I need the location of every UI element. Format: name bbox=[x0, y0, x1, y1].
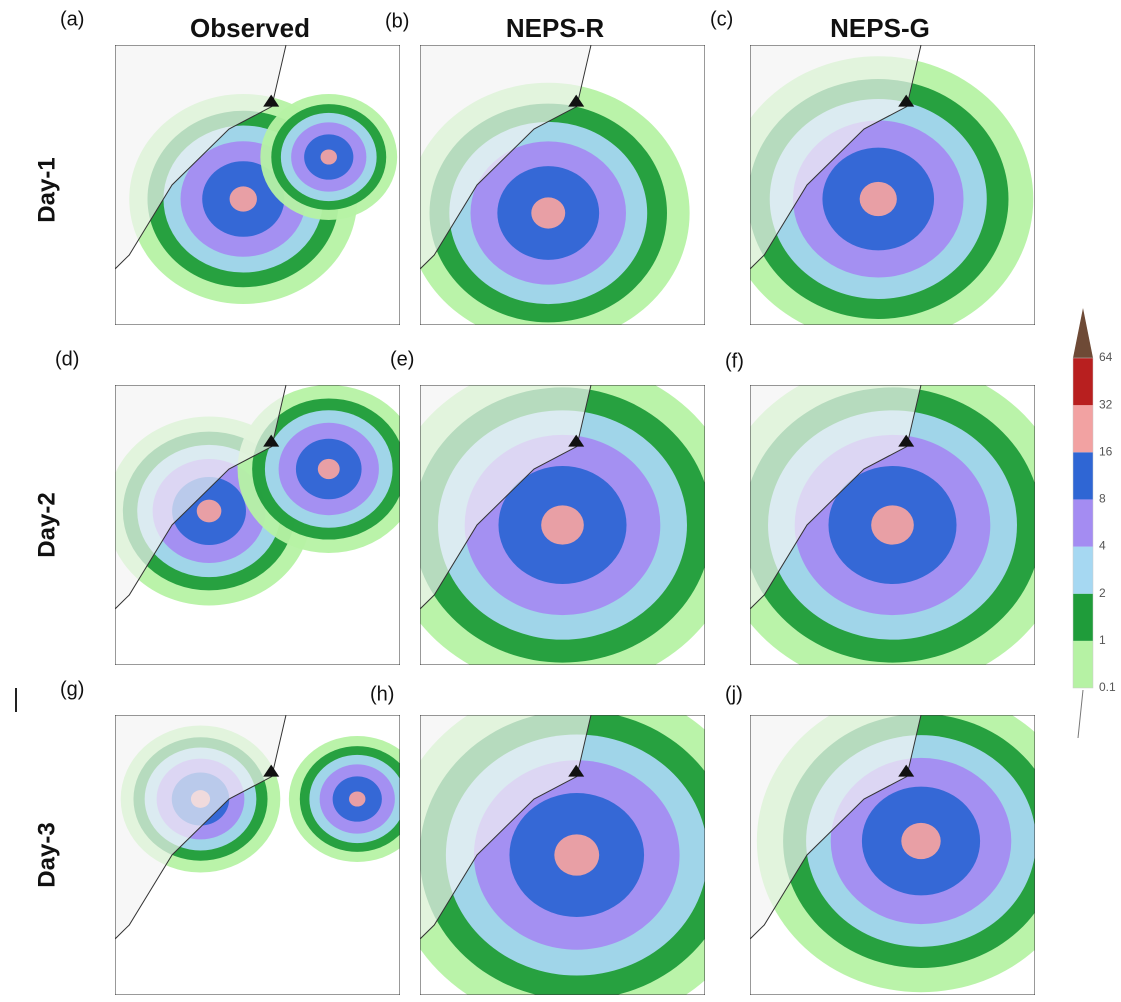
land bbox=[750, 385, 922, 610]
coast-mark bbox=[898, 764, 915, 777]
colorbar-segment bbox=[1073, 593, 1093, 641]
rain-contour bbox=[901, 822, 941, 860]
colorbar-segment bbox=[1073, 499, 1093, 547]
rain-contour bbox=[320, 149, 337, 165]
rain-contour bbox=[541, 505, 584, 545]
colorbar-label: 32 bbox=[1099, 397, 1113, 411]
colorbar-segment bbox=[1073, 452, 1093, 500]
column-header: NEPS-G bbox=[830, 13, 930, 43]
rain-contour bbox=[229, 186, 257, 212]
colorbar-label: 4 bbox=[1099, 539, 1106, 553]
map-panel bbox=[750, 45, 1035, 325]
panel-label: (h) bbox=[370, 683, 394, 705]
colorbar-tail bbox=[1077, 689, 1084, 739]
colorbar-label: 0.1 bbox=[1099, 680, 1116, 694]
colorbar-segment bbox=[1073, 405, 1093, 453]
map-panel bbox=[420, 385, 705, 665]
rain-contour bbox=[196, 499, 222, 523]
land bbox=[115, 45, 287, 270]
rain-contour bbox=[531, 197, 566, 229]
colorbar-label: 8 bbox=[1099, 492, 1106, 506]
map-panel bbox=[420, 45, 705, 325]
colorbar-frame bbox=[1072, 357, 1094, 689]
land bbox=[750, 45, 922, 270]
rain-contour bbox=[871, 505, 914, 545]
coast-mark bbox=[263, 764, 280, 777]
coast-mark bbox=[898, 94, 915, 107]
column-header: NEPS-R bbox=[506, 13, 604, 43]
map-panel bbox=[115, 715, 400, 995]
rain-contour bbox=[317, 458, 340, 480]
land bbox=[420, 45, 592, 270]
coast-mark bbox=[568, 94, 585, 107]
map-panel bbox=[750, 715, 1035, 995]
land bbox=[420, 715, 592, 940]
map-panel bbox=[115, 385, 400, 665]
panel-label: (j) bbox=[725, 683, 743, 705]
rain-contour bbox=[349, 791, 366, 807]
colorbar-label: 16 bbox=[1099, 444, 1113, 458]
coast-mark bbox=[263, 94, 280, 107]
row-label: Day-2 bbox=[33, 492, 60, 557]
land bbox=[420, 385, 592, 610]
panel-label: (a) bbox=[60, 8, 84, 30]
coast-mark bbox=[568, 434, 585, 447]
land bbox=[115, 715, 287, 940]
colorbar-label: 64 bbox=[1099, 350, 1113, 364]
coast-mark bbox=[568, 764, 585, 777]
column-header: Observed bbox=[190, 13, 310, 43]
panel-label: (b) bbox=[385, 10, 409, 32]
colorbar-segment bbox=[1073, 640, 1093, 688]
colorbar-segment bbox=[1073, 358, 1093, 406]
row-label: Day-1 bbox=[33, 157, 60, 222]
rain-contour bbox=[859, 181, 897, 217]
rain-contour bbox=[554, 834, 600, 876]
panel-label: (f) bbox=[725, 350, 744, 372]
colorbar-segment bbox=[1073, 546, 1093, 594]
colorbar-arrow bbox=[1073, 308, 1093, 358]
panel-label: (g) bbox=[60, 678, 84, 700]
map-panel bbox=[115, 45, 400, 325]
colorbar-label: 2 bbox=[1099, 586, 1106, 600]
colorbar-label: 1 bbox=[1099, 633, 1106, 647]
land bbox=[115, 385, 287, 610]
row-label: Day-3 bbox=[33, 822, 60, 887]
map-panel bbox=[420, 715, 705, 995]
land bbox=[750, 715, 922, 940]
panel-label: (d) bbox=[55, 348, 79, 370]
map-panel bbox=[750, 385, 1035, 665]
coast-mark bbox=[263, 434, 280, 447]
coast-mark bbox=[898, 434, 915, 447]
panel-label: (c) bbox=[710, 8, 733, 30]
panel-label: (e) bbox=[390, 348, 414, 370]
